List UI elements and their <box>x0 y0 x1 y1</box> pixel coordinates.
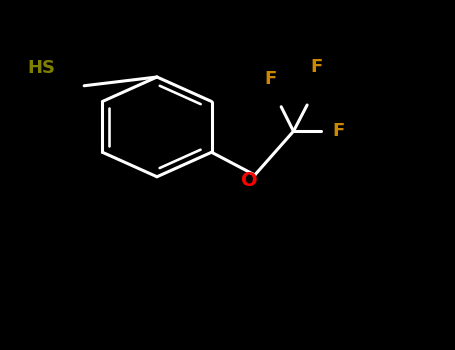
Text: HS: HS <box>27 59 55 77</box>
Text: F: F <box>333 122 345 140</box>
Text: F: F <box>265 70 277 88</box>
Text: F: F <box>310 57 322 76</box>
Text: O: O <box>241 171 258 190</box>
